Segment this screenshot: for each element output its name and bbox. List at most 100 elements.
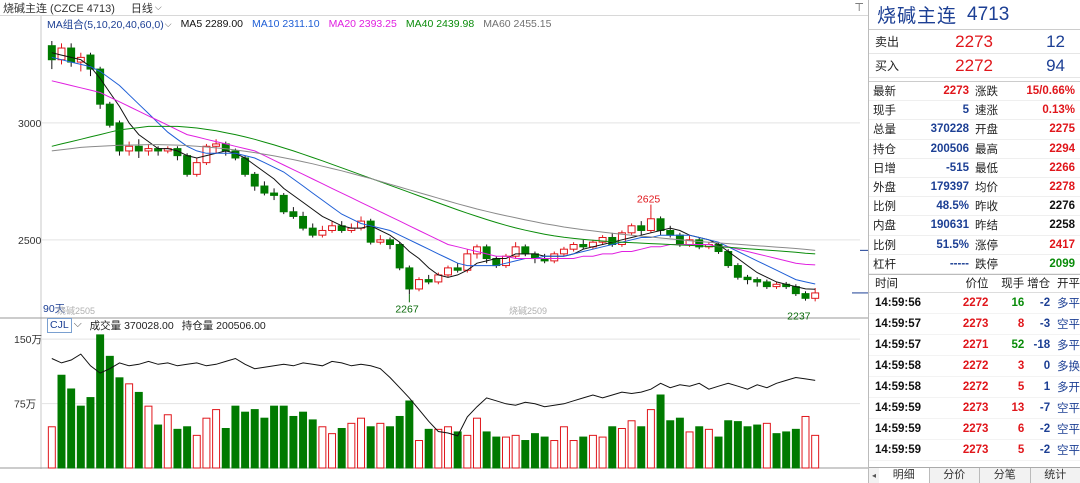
volume-bar <box>328 433 337 469</box>
volume-bar <box>376 422 385 469</box>
stat-row: 外盘 179397 均价 2278 <box>869 178 1080 198</box>
tick-row[interactable]: 14:59:58 2272 5 1 多开 <box>869 377 1080 398</box>
volume-bar <box>47 426 56 469</box>
volume-bar <box>646 409 655 469</box>
stat-value: 2258 <box>1049 219 1075 232</box>
stat-row: 持仓 200506 最高 2294 <box>869 140 1080 159</box>
stat-value: 2417 <box>1049 238 1075 251</box>
volume-bar <box>473 417 481 469</box>
volume-bar <box>231 405 240 469</box>
chevron-down-icon[interactable]: ⌵ <box>164 18 172 29</box>
tab-stats[interactable]: 统计 <box>1031 468 1080 483</box>
volume-bar <box>279 405 288 469</box>
candle-body <box>646 218 655 231</box>
volume-bar <box>695 426 704 469</box>
candle-body <box>183 155 192 175</box>
candle-body <box>579 244 588 248</box>
stat-row: 现手 5 速涨 0.13% <box>869 101 1080 121</box>
ask-label: 卖出 <box>875 35 900 49</box>
volume-bar <box>743 426 752 469</box>
ma10-label: MA10 2311.10 <box>252 18 320 30</box>
tick-row[interactable]: 14:59:57 2271 52 -18 多平 <box>869 335 1080 356</box>
chevron-down-icon[interactable]: ⌵ <box>73 318 82 330</box>
tick-kind: 多平 <box>1057 339 1080 352</box>
volume-bar <box>511 434 520 469</box>
volume-bar <box>444 426 452 469</box>
candle-body <box>463 253 472 271</box>
chevron-left-icon[interactable]: ◂ <box>871 471 876 480</box>
volume-bar <box>434 428 443 469</box>
volume-bar <box>337 427 346 469</box>
candle-body <box>811 292 820 299</box>
candle-body <box>241 157 250 175</box>
tick-price: 2272 <box>962 380 989 393</box>
tick-price: 2273 <box>962 422 989 435</box>
volume-bar <box>753 424 762 469</box>
volume-bar <box>134 391 143 469</box>
tick-volume: 5 <box>1017 443 1025 456</box>
indicator-selector[interactable]: CJL <box>47 318 72 333</box>
kline-chart[interactable]: 3000 2500 2625 2267 2237 90天 烧碱2505 烧碱2509 150万 7… <box>0 16 868 469</box>
tab-tick[interactable]: 分笔 <box>980 468 1031 483</box>
stat-value: 190631 <box>930 219 969 232</box>
stat-label: 昨收 <box>975 201 998 214</box>
volume-tick-label: 75万 <box>14 399 36 411</box>
tab-price-level[interactable]: 分价 <box>930 468 980 483</box>
tick-time: 14:59:56 <box>875 296 922 309</box>
volume-legend: CJL ⌵ 成交量 370028.00 持仓量 200506.00 <box>47 318 266 333</box>
chart-title-bar: 烧碱主连 (CZCE 4713) 日线 ⌵ ⊤ <box>0 0 868 16</box>
tick-kind: 空平 <box>1057 318 1080 331</box>
ma-group-label[interactable]: MA组合(5,10,20,40,60,0) <box>47 18 164 31</box>
tick-price: 2271 <box>962 338 989 351</box>
candle-body <box>386 239 394 246</box>
tick-time: 14:59:58 <box>875 359 922 372</box>
candle-body <box>637 225 646 231</box>
tick-row[interactable]: 14:59:59 2273 5 -2 空平 <box>869 440 1080 461</box>
chevron-down-icon[interactable]: ⌵ <box>154 2 162 12</box>
volume-bar <box>115 377 124 469</box>
volume-bar <box>318 426 327 469</box>
pin-icon[interactable]: ⊤ <box>854 2 864 14</box>
tick-price: 2273 <box>962 317 989 330</box>
tick-row[interactable]: 14:59:59 2273 6 -2 空平 <box>869 419 1080 440</box>
stat-label: 最低 <box>975 162 998 175</box>
volume-bar <box>608 426 617 469</box>
volume-bar <box>386 426 394 469</box>
high-marker-label: 2625 <box>637 194 661 206</box>
tick-row[interactable]: 14:59:56 2272 16 -2 多平 <box>869 293 1080 314</box>
tick-row[interactable]: 14:59:57 2273 8 -3 空平 <box>869 314 1080 335</box>
stat-row: 比例 48.5% 昨收 2276 <box>869 197 1080 217</box>
volume-bar <box>540 436 549 469</box>
volume-bar <box>183 426 192 469</box>
quote-title: 烧碱主连 4713 <box>869 0 1080 30</box>
stat-label: 日增 <box>873 162 896 175</box>
tick-time: 14:59:59 <box>875 422 922 435</box>
tick-oi-change: -2 <box>1039 422 1051 435</box>
ask-row[interactable]: 卖出 2273 12 <box>869 30 1080 54</box>
ticks-list[interactable]: 14:59:56 2272 16 -2 多平 14:59:57 2273 8 -3 空平 14:59… <box>869 293 1080 461</box>
candle-body <box>289 211 298 217</box>
ma20-line <box>51 80 816 266</box>
price-tick-label: 2500 <box>18 235 42 247</box>
volume-bar <box>347 422 356 469</box>
tick-row[interactable]: 14:59:59 2273 13 -7 空平 <box>869 398 1080 419</box>
candle-body <box>733 265 742 278</box>
ticks-header: 时间 价位 现手 增仓 开平 <box>869 273 1080 293</box>
candle-body <box>299 215 308 229</box>
candle-body <box>656 218 665 231</box>
tick-row[interactable]: 14:59:58 2272 3 0 多换 <box>869 356 1080 377</box>
period-selector[interactable]: 日线 <box>130 2 153 15</box>
volume-bar <box>67 388 76 469</box>
volume-bar <box>289 415 298 469</box>
tick-oi-change: -2 <box>1039 443 1051 456</box>
stat-value: 2099 <box>1049 257 1075 270</box>
ma10-line <box>51 56 816 285</box>
stat-value: 5 <box>962 104 969 117</box>
candle-body <box>125 145 134 152</box>
tick-time: 14:59:59 <box>875 401 922 414</box>
volume-bar <box>96 334 105 469</box>
stat-label: 内盘 <box>873 220 896 233</box>
tab-detail[interactable]: 明细 <box>879 468 930 483</box>
bid-row[interactable]: 买入 2272 94 <box>869 54 1080 78</box>
candle-body <box>473 246 481 255</box>
